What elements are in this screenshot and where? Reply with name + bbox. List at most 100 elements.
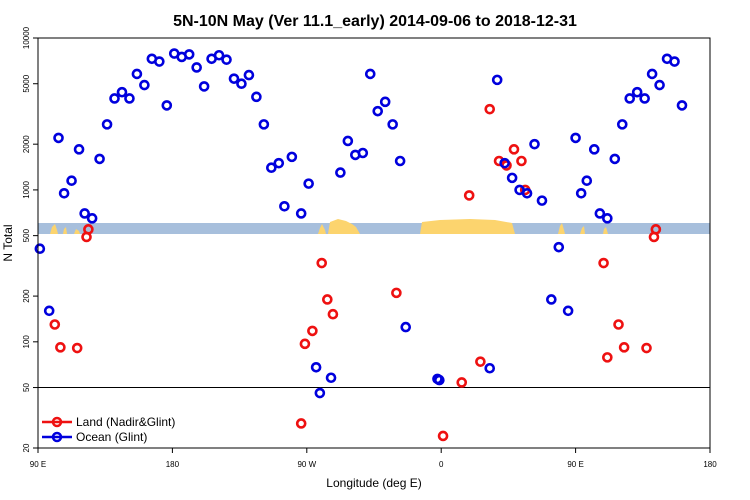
y-tick-label: 200	[22, 289, 31, 303]
land-point	[295, 418, 307, 429]
ocean-point	[191, 62, 202, 73]
legend-land-label: Land (Nadir&Glint)	[76, 415, 175, 429]
y-tick-label: 10000	[22, 26, 31, 49]
plot-frame	[37, 37, 711, 449]
ocean-point	[58, 187, 70, 199]
ocean-point	[131, 68, 143, 80]
land-point	[484, 103, 496, 115]
x-axis-label: Longitude (deg E)	[326, 476, 421, 490]
ocean-point	[279, 201, 290, 212]
ocean-point	[183, 49, 195, 60]
ocean-point	[109, 93, 120, 104]
ocean-point	[364, 68, 376, 80]
ocean-point	[236, 78, 247, 90]
ocean-point	[342, 135, 354, 147]
land-point	[71, 342, 83, 354]
ocean-point	[286, 151, 298, 163]
ocean-point	[310, 361, 322, 373]
land-point	[307, 325, 318, 337]
ocean-point	[372, 105, 384, 117]
ocean-point	[529, 138, 540, 150]
map-strip	[38, 219, 710, 234]
ocean-point	[631, 86, 643, 98]
ocean-point	[213, 49, 225, 61]
y-tick-label: 20	[22, 443, 31, 452]
land-point	[316, 257, 328, 269]
ocean-point	[624, 93, 636, 104]
land-point	[641, 342, 652, 354]
ocean-point	[588, 144, 600, 155]
ocean-point	[34, 243, 46, 255]
y-tick-label: 500	[22, 228, 31, 242]
ocean-point	[394, 155, 406, 167]
map-ocean-band	[38, 223, 710, 234]
map-land-shapes	[50, 219, 608, 234]
land-point	[83, 224, 94, 235]
legend-item-ocean: Ocean (Glint)	[42, 430, 147, 444]
land-point	[391, 287, 402, 299]
land-point	[475, 356, 486, 367]
ocean-point	[335, 167, 346, 178]
data-points	[34, 48, 688, 442]
land-point	[493, 155, 505, 167]
ocean-point	[484, 362, 496, 374]
ocean-point	[400, 321, 412, 333]
ocean-point	[669, 56, 680, 67]
ocean-point	[251, 91, 262, 103]
ocean-point	[506, 172, 518, 184]
y-tick-label: 1000	[22, 180, 31, 198]
ocean-point	[228, 73, 240, 84]
ocean-point	[536, 195, 548, 206]
ocean-point	[243, 69, 255, 81]
legend-ocean-label: Ocean (Glint)	[76, 430, 147, 444]
ocean-point	[499, 157, 510, 169]
land-point	[322, 294, 333, 305]
ocean-point	[491, 74, 503, 86]
ocean-point	[570, 132, 581, 144]
ocean-point	[581, 175, 593, 186]
land-point	[618, 342, 630, 353]
ocean-point	[258, 119, 270, 130]
ocean-point	[379, 96, 391, 108]
x-tick-label: 180	[703, 460, 717, 469]
x-tick-label: 90 E	[30, 460, 46, 469]
ocean-point	[594, 208, 606, 219]
x-tick-label: 90 W	[297, 460, 316, 469]
land-point	[602, 352, 613, 363]
x-tick-label: 180	[166, 460, 180, 469]
land-point	[55, 342, 66, 353]
y-tick-label: 50	[22, 383, 31, 392]
ocean-point	[94, 153, 105, 165]
land-point	[456, 377, 468, 388]
land-point	[598, 257, 609, 269]
ocean-point	[73, 144, 85, 155]
y-tick-label: 2000	[22, 135, 31, 153]
ocean-point	[124, 93, 135, 104]
ocean-point	[303, 178, 314, 189]
ocean-point	[53, 132, 64, 144]
y-tick-label: 5000	[22, 74, 31, 92]
ocean-point	[676, 100, 688, 111]
y-tick-label: 100	[22, 335, 31, 349]
ocean-point	[154, 56, 165, 67]
ocean-point	[646, 68, 658, 80]
land-point	[463, 190, 475, 201]
ocean-point	[387, 119, 398, 130]
ocean-point	[198, 81, 210, 92]
ocean-point	[616, 119, 628, 130]
ocean-point	[86, 213, 98, 224]
ocean-point	[434, 374, 445, 386]
legend-ocean-marker	[51, 431, 63, 443]
ocean-point	[609, 153, 621, 165]
ocean-point	[314, 387, 326, 399]
land-point	[437, 430, 449, 442]
land-point	[613, 319, 624, 330]
y-axis: 20 50 100 200 500 1000 2000 5000 10000	[22, 26, 38, 452]
series-ocean	[34, 48, 688, 399]
y-axis-label: N Total	[1, 224, 15, 261]
land-point	[650, 224, 662, 235]
ocean-point	[357, 147, 369, 159]
ocean-point	[546, 294, 557, 305]
ocean-point	[66, 175, 77, 186]
ocean-point	[101, 119, 113, 130]
